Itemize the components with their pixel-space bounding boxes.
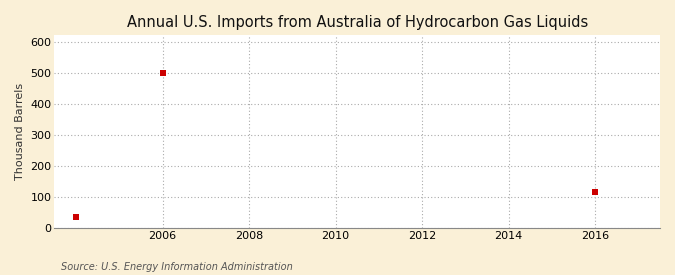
Text: Source: U.S. Energy Information Administration: Source: U.S. Energy Information Administ…	[61, 262, 292, 271]
Title: Annual U.S. Imports from Australia of Hydrocarbon Gas Liquids: Annual U.S. Imports from Australia of Hy…	[127, 15, 588, 30]
Y-axis label: Thousand Barrels: Thousand Barrels	[15, 83, 25, 180]
